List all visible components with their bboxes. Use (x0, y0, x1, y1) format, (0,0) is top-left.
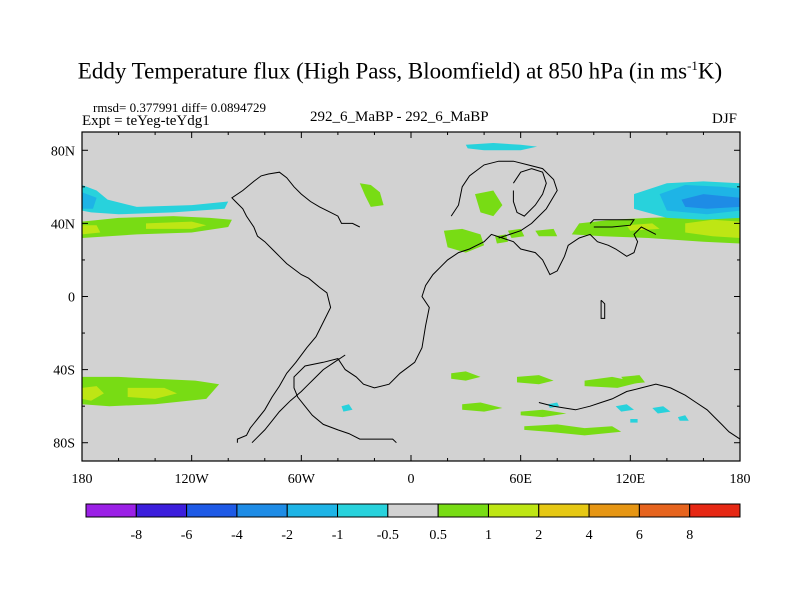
plot-background (82, 132, 740, 461)
contour-region-14 (475, 190, 503, 217)
contour-region-11 (465, 143, 538, 151)
contour-region-28 (615, 404, 634, 412)
contour-region-23 (127, 387, 177, 399)
coastline-4 (512, 168, 547, 217)
colorbar-label-2: -4 (231, 528, 243, 543)
case-label: 292_6_MaBP - 292_6_MaBP (310, 109, 489, 125)
colorbar-label-10: 6 (636, 528, 643, 543)
contour-region-12 (359, 183, 384, 207)
colorbar-box-8 (487, 503, 540, 518)
coastline-1 (251, 354, 346, 444)
contour-region-16 (535, 228, 558, 237)
x-tick-label-1: 120W (175, 472, 210, 487)
contour-region-20 (451, 371, 481, 381)
colorbar-box-10 (588, 503, 640, 518)
contour-region-22 (82, 386, 104, 401)
coastline-3 (450, 160, 558, 239)
coastline-2 (293, 226, 657, 444)
colorbar-box-6 (387, 503, 439, 518)
contour-region-25 (520, 409, 567, 418)
contour-region-26 (524, 424, 622, 436)
x-tick-label-5: 120E (616, 472, 646, 487)
colorbar-label-6: 0.5 (429, 528, 447, 543)
contour-region-10 (681, 194, 740, 209)
colorbar-box-2 (186, 503, 238, 518)
coastline-6 (538, 383, 741, 440)
colorbar-label-11: 8 (686, 528, 693, 543)
colorbar-box-7 (437, 503, 489, 518)
colorbar-label-1: -6 (181, 528, 193, 543)
colorbar-box-0 (85, 503, 137, 518)
y-tick-label-2: 0 (68, 291, 75, 306)
x-tick-label-6: 180 (730, 472, 751, 487)
colorbar-label-0: -8 (130, 528, 142, 543)
contour-region-30 (677, 415, 689, 421)
colorbar-label-5: -0.5 (377, 528, 399, 543)
colorbar-label-7: 1 (485, 528, 492, 543)
contour-region-1 (82, 225, 101, 235)
colorbar-label-9: 4 (586, 528, 593, 543)
chart-title-tail: K) (697, 58, 723, 84)
x-tick-label-2: 60W (288, 472, 316, 487)
coastline-0 (231, 171, 361, 443)
contour-region-6 (685, 219, 740, 238)
x-tick-label-0: 180 (72, 472, 93, 487)
coastline-7 (600, 299, 606, 319)
contour-region-24 (462, 402, 503, 412)
rmsd-label: rmsd= 0.377991 diff= 0.0894729 (93, 100, 266, 115)
colorbar-box-1 (135, 503, 188, 518)
y-tick-label-0: 80N (51, 144, 75, 159)
colorbar-label-3: -2 (281, 528, 293, 543)
y-tick-label-1: 40N (51, 217, 75, 232)
coastline-5 (589, 219, 635, 228)
colorbar-box-11 (638, 503, 691, 518)
contour-region-4 (82, 192, 97, 209)
colorbar-label-8: 2 (535, 528, 542, 543)
contour-region-33 (621, 375, 645, 385)
colorbar-label-4: -1 (332, 528, 344, 543)
contour-region-31 (630, 419, 638, 423)
colorbar-box-5 (337, 503, 389, 518)
chart-title-text: Eddy Temperature flux (High Pass, Bloomf… (77, 58, 688, 84)
contour-region-27 (341, 404, 353, 412)
colorbar-box-4 (286, 503, 339, 518)
chart-title-superscript: -1 (687, 58, 698, 73)
experiment-label: Expt = teYeg-teYdg1 (82, 113, 210, 129)
contour-region-29 (652, 406, 671, 414)
colorbar-box-12 (689, 503, 741, 518)
colorbar-box-3 (236, 503, 288, 518)
contour-region-7 (626, 223, 660, 231)
season-label: DJF (712, 111, 738, 127)
y-tick-label-4: 80S (53, 437, 75, 452)
y-tick-label-3: 40S (53, 364, 75, 379)
contour-region-18 (517, 375, 554, 385)
contour-region-2 (146, 221, 207, 229)
chart-title: Eddy Temperature flux (High Pass, Bloomf… (0, 58, 800, 85)
x-tick-label-3: 0 (408, 472, 415, 487)
colorbar-box-9 (538, 503, 590, 518)
contour-region-3 (82, 185, 229, 215)
x-tick-label-4: 60E (509, 472, 532, 487)
